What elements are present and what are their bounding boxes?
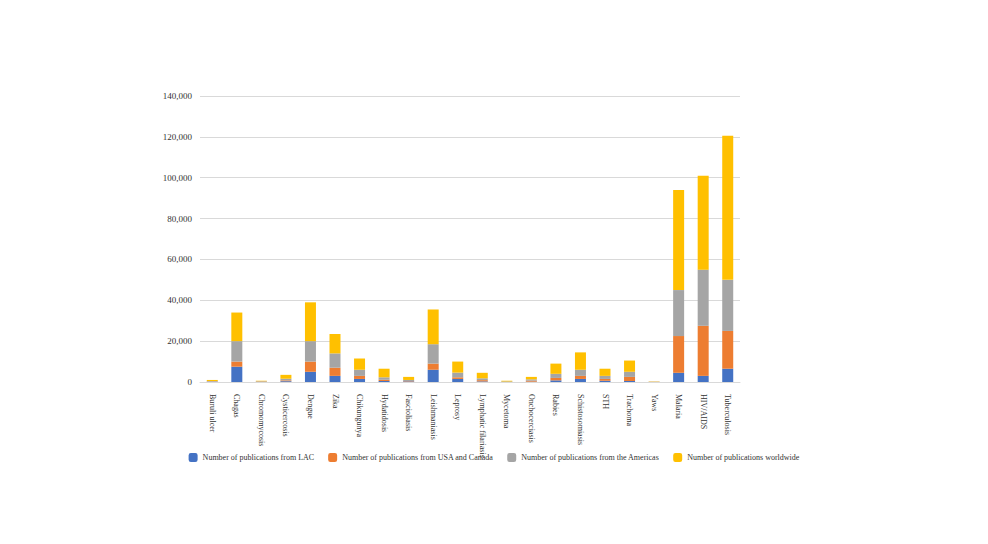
svg-text:Cysticercosis: Cysticercosis	[281, 394, 290, 437]
svg-text:Chromomycosis: Chromomycosis	[257, 394, 266, 446]
svg-text:Yaws: Yaws	[650, 394, 659, 411]
svg-text:Chagas: Chagas	[232, 394, 241, 418]
svg-text:80,000: 80,000	[167, 214, 192, 224]
svg-text:HIV/AIDS: HIV/AIDS	[699, 394, 708, 429]
svg-text:100,000: 100,000	[163, 173, 193, 183]
svg-text:Malaria: Malaria	[674, 394, 683, 419]
svg-text:140,000: 140,000	[163, 91, 193, 101]
svg-text:40,000: 40,000	[167, 295, 192, 305]
svg-text:Leprosy: Leprosy	[453, 394, 462, 420]
svg-text:Onchocerciasis: Onchocerciasis	[527, 394, 536, 443]
svg-text:Mycetoma: Mycetoma	[502, 394, 511, 429]
svg-text:120,000: 120,000	[163, 132, 193, 142]
svg-text:Dengue: Dengue	[306, 394, 315, 419]
svg-text:Leishmaniasis: Leishmaniasis	[429, 394, 438, 440]
svg-text:Trachoma: Trachoma	[625, 394, 634, 427]
svg-text:60,000: 60,000	[167, 254, 192, 264]
svg-text:Hydatidosis: Hydatidosis	[380, 394, 389, 432]
svg-text:Number of publications from th: Number of publications from the Americas	[521, 453, 659, 462]
svg-text:0: 0	[188, 377, 193, 387]
svg-text:Tuberculosis: Tuberculosis	[723, 394, 732, 435]
svg-text:Zika: Zika	[331, 394, 340, 409]
svg-text:20,000: 20,000	[167, 336, 192, 346]
svg-text:Number of publications from US: Number of publications from USA and Cana…	[342, 453, 493, 462]
svg-text:Chikungunya: Chikungunya	[355, 394, 364, 438]
svg-text:Lymphatic filariasis: Lymphatic filariasis	[478, 394, 487, 458]
svg-text:Fascioliasis: Fascioliasis	[404, 394, 413, 431]
svg-text:STH: STH	[601, 394, 610, 409]
svg-text:Schistosomiasis: Schistosomiasis	[576, 394, 585, 445]
svg-text:Rabies: Rabies	[551, 394, 560, 416]
svg-text:Number of publications from LA: Number of publications from LAC	[203, 453, 315, 462]
svg-text:Number of publications worldwi: Number of publications worldwide	[687, 453, 800, 462]
svg-text:Buruli ulcer: Buruli ulcer	[208, 394, 217, 433]
